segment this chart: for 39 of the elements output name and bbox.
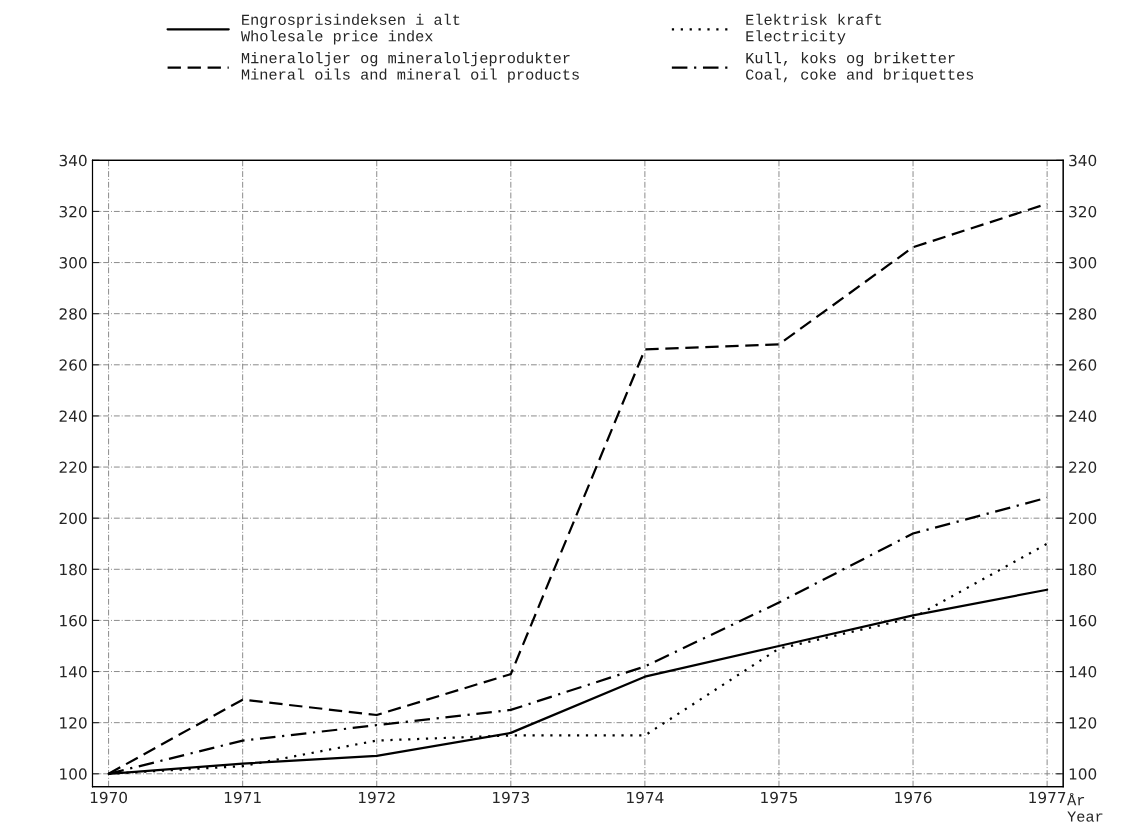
y2-tick-label: 340 xyxy=(1069,154,1097,167)
y-tick-label: 340 xyxy=(59,154,87,167)
x-tick-label: 1971 xyxy=(224,791,261,804)
y-tick-label: 180 xyxy=(60,563,87,576)
x-tick-label: 1977 xyxy=(1029,791,1066,804)
y-tick-label: 300 xyxy=(59,257,87,269)
x-axis-title: År Year xyxy=(1067,793,1103,822)
x-tick-label: 1975 xyxy=(761,791,798,804)
x-tick-label: 1970 xyxy=(90,791,128,804)
legend-label: Elektrisk kraft Electricity xyxy=(746,13,882,45)
y-tick-label: 240 xyxy=(59,410,87,422)
legend-label: Engrosprisindeksen i alt Wholesale price index xyxy=(240,13,460,45)
y-tick-label: 140 xyxy=(60,666,87,678)
y-tick-label: 320 xyxy=(59,205,87,218)
x-tick-label: 1976 xyxy=(895,791,932,804)
x-tick-label: 1973 xyxy=(493,791,530,804)
legend-label: Kull, koks og briketter Coal, coke and briquettes xyxy=(746,52,974,83)
y2-tick-label: 300 xyxy=(1069,257,1097,269)
y2-tick-label: 240 xyxy=(1069,410,1097,422)
y2-tick-label: 140 xyxy=(1069,666,1097,678)
y-tick-label: 280 xyxy=(59,308,87,320)
y2-tick-label: 180 xyxy=(1069,563,1097,576)
y2-tick-label: 200 xyxy=(1069,512,1097,525)
x-tick-label: 1974 xyxy=(627,791,664,804)
y2-tick-label: 320 xyxy=(1069,205,1097,218)
y2-tick-label: 220 xyxy=(1069,461,1097,474)
y-tick-label: 200 xyxy=(59,512,87,525)
y2-tick-label: 160 xyxy=(1069,614,1097,627)
y2-tick-label: 260 xyxy=(1069,359,1097,371)
legend-label: Mineraloljer og mineraloljeprodukter Mineral oils and mineral oil products xyxy=(241,52,579,83)
y-tick-label: 160 xyxy=(60,614,87,627)
y-tick-label: 260 xyxy=(59,359,87,371)
y2-tick-label: 120 xyxy=(1069,717,1097,729)
y2-tick-label: 100 xyxy=(1069,768,1097,780)
y-tick-label: 120 xyxy=(60,717,87,729)
y-tick-label: 100 xyxy=(60,768,87,780)
y-tick-label: 220 xyxy=(59,461,87,474)
y2-tick-label: 280 xyxy=(1069,308,1097,320)
x-tick-label: 1972 xyxy=(358,791,395,804)
